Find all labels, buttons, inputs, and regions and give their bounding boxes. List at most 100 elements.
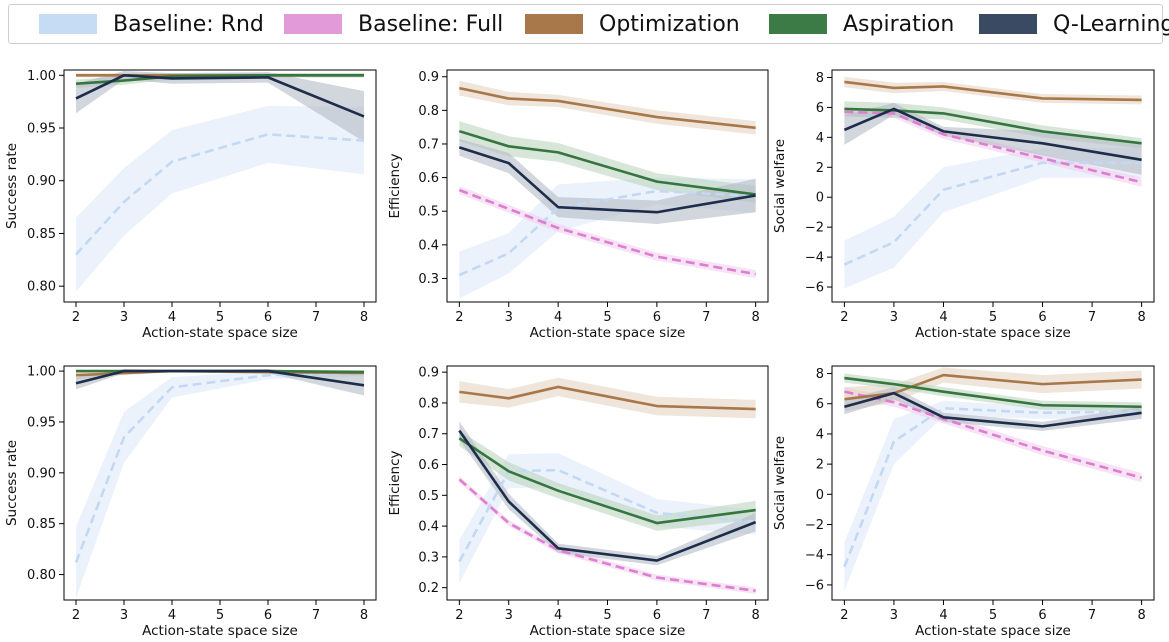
x-tick-label: 4 xyxy=(168,608,176,623)
x-tick-label: 4 xyxy=(939,608,947,623)
line-baseline-rnd xyxy=(458,189,756,277)
x-tick-label: 6 xyxy=(653,310,661,325)
y-tick-label: 0.8 xyxy=(418,104,439,119)
line-q-learning xyxy=(458,146,756,214)
line-q-learning xyxy=(843,107,1142,162)
x-tick-label: 7 xyxy=(702,310,710,325)
y-tick-label: 0.80 xyxy=(27,280,56,295)
band-q-learning xyxy=(459,421,756,566)
band-q-learning xyxy=(844,387,1142,431)
y-tick-label: 0.9 xyxy=(418,366,439,381)
x-tick-label: 7 xyxy=(702,608,710,623)
line-aspiration xyxy=(844,376,1142,409)
y-tick-label: 6 xyxy=(816,397,824,412)
x-tick-label: 4 xyxy=(554,608,562,623)
legend: Baseline: Rnd Baseline: Full Optimizatio… xyxy=(8,4,1169,44)
y-tick-label: 0.6 xyxy=(418,171,439,186)
line-baseline-rnd xyxy=(74,371,365,563)
y-tick-label: −4 xyxy=(805,548,824,563)
plot-area xyxy=(843,367,1142,591)
chart-panel-6: 2 3 4 5 6 7 8 −6 −4 −2 0 2 4 6 8 Action-state space siz… xyxy=(772,365,1155,639)
plot-area xyxy=(75,71,365,292)
line-optimization xyxy=(459,385,756,411)
band-aspiration xyxy=(459,121,756,203)
x-tick-label: 5 xyxy=(603,310,611,325)
x-axis-label: Action-state space size xyxy=(142,325,298,341)
band-q-learning xyxy=(76,71,364,142)
x-axis-label: Action-state space size xyxy=(915,325,1071,341)
chart-panel-5: 2 3 4 5 6 7 8 0.2 0.3 0.4 0.5 0.6 0.7 0.8 0.9 Action-st… xyxy=(387,365,769,639)
y-tick-label: 0.5 xyxy=(418,205,439,220)
x-axis-label: Action-state space size xyxy=(530,623,686,639)
legend-item-optimization: Optimization xyxy=(525,5,740,43)
y-tick-label: 2 xyxy=(816,161,824,176)
y-tick-label: 8 xyxy=(816,367,824,382)
x-tick-label: 2 xyxy=(455,608,463,623)
y-tick-label: 0.7 xyxy=(418,137,439,152)
plot-area xyxy=(458,80,756,299)
legend-label: Baseline: Rnd xyxy=(113,11,264,37)
band-optimization xyxy=(459,377,756,419)
x-tick-label: 7 xyxy=(312,310,320,325)
y-tick-label: −2 xyxy=(805,221,824,236)
chart-panel-4: 2 3 4 5 6 7 8 0.80 0.85 0.90 0.95 1.00 Action-state … xyxy=(4,365,377,639)
legend-label: Q-Learning xyxy=(1053,11,1169,37)
chart-panel-3: 2 3 4 5 6 7 8 −6 −4 −2 0 2 4 6 8 Action-state space siz… xyxy=(772,69,1155,341)
legend-swatch-baseline-full xyxy=(284,14,342,34)
x-tick-label: 6 xyxy=(653,608,661,623)
y-tick-label: 0.6 xyxy=(418,458,439,473)
line-baseline-rnd xyxy=(75,133,365,256)
y-axis-label: Success rate xyxy=(4,440,20,526)
x-tick-label: 4 xyxy=(939,310,947,325)
y-axis-label: Social welfare xyxy=(772,139,788,233)
y-tick-label: 0.2 xyxy=(418,581,439,596)
legend-swatch-q-learning xyxy=(979,14,1037,34)
band-optimization xyxy=(459,80,756,135)
legend-item-q-learning: Q-Learning xyxy=(979,5,1169,43)
y-tick-label: 0.85 xyxy=(27,517,56,532)
band-baseline-rnd xyxy=(844,400,1142,591)
plot-area xyxy=(843,76,1142,289)
legend-label: Optimization xyxy=(599,11,740,37)
x-tick-label: 5 xyxy=(216,310,224,325)
y-tick-label: 0.7 xyxy=(418,427,439,442)
line-optimization xyxy=(844,373,1142,401)
y-tick-label: 0.90 xyxy=(27,174,56,189)
x-tick-label: 5 xyxy=(216,608,224,623)
band-aspiration xyxy=(459,430,756,531)
y-axis-label: Efficiency xyxy=(387,153,403,218)
x-axis-label: Action-state space size xyxy=(915,623,1071,639)
x-tick-label: 7 xyxy=(1088,310,1096,325)
x-tick-label: 4 xyxy=(554,310,562,325)
legend-item-baseline-rnd: Baseline: Rnd xyxy=(39,5,264,43)
x-tick-label: 3 xyxy=(890,608,898,623)
band-baseline-rnd xyxy=(76,105,364,292)
line-optimization xyxy=(844,80,1142,102)
x-axis-label: Action-state space size xyxy=(142,623,298,639)
line-q-learning xyxy=(75,73,365,118)
band-optimization xyxy=(844,367,1142,412)
chart-panel-1: 2 3 4 5 6 7 8 0.80 0.85 0.90 0.95 1.00 Action-state … xyxy=(4,69,377,341)
line-q-learning xyxy=(844,391,1142,428)
y-tick-label: 1.00 xyxy=(27,365,56,380)
line-aspiration xyxy=(458,437,756,525)
x-tick-label: 5 xyxy=(989,310,997,325)
band-optimization xyxy=(844,76,1142,105)
y-tick-label: 0.3 xyxy=(418,272,439,287)
y-tick-label: 0.5 xyxy=(418,489,439,504)
x-tick-label: 3 xyxy=(120,310,128,325)
x-tick-label: 7 xyxy=(312,608,320,623)
line-baseline-full xyxy=(458,188,756,276)
y-tick-label: 0.80 xyxy=(27,568,56,583)
x-tick-label: 3 xyxy=(505,310,513,325)
legend-swatch-optimization xyxy=(525,14,583,34)
y-tick-label: 6 xyxy=(816,101,824,116)
y-tick-label: 0.90 xyxy=(27,466,56,481)
y-tick-label: −6 xyxy=(805,578,824,593)
y-tick-label: 4 xyxy=(816,427,824,442)
x-tick-label: 8 xyxy=(360,608,368,623)
y-tick-label: 0.4 xyxy=(418,520,439,535)
x-tick-label: 6 xyxy=(264,310,272,325)
legend-swatch-aspiration xyxy=(769,14,827,34)
y-tick-label: 1.00 xyxy=(27,69,56,84)
